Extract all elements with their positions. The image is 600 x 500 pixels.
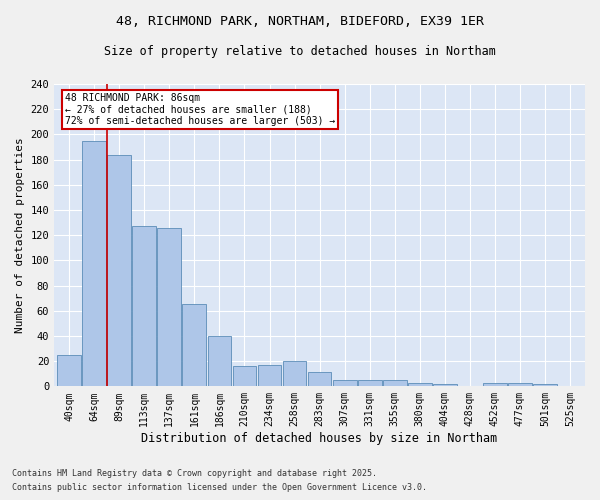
Text: 48, RICHMOND PARK, NORTHAM, BIDEFORD, EX39 1ER: 48, RICHMOND PARK, NORTHAM, BIDEFORD, EX… bbox=[116, 15, 484, 28]
Y-axis label: Number of detached properties: Number of detached properties bbox=[15, 138, 25, 333]
Text: 48 RICHMOND PARK: 86sqm
← 27% of detached houses are smaller (188)
72% of semi-d: 48 RICHMOND PARK: 86sqm ← 27% of detache… bbox=[65, 93, 335, 126]
Bar bbox=[157, 228, 181, 386]
Bar bbox=[433, 384, 457, 386]
Bar bbox=[283, 361, 307, 386]
Bar bbox=[82, 140, 106, 386]
Bar bbox=[483, 382, 507, 386]
Bar bbox=[107, 154, 131, 386]
Bar bbox=[383, 380, 407, 386]
Text: Contains HM Land Registry data © Crown copyright and database right 2025.: Contains HM Land Registry data © Crown c… bbox=[12, 468, 377, 477]
Bar bbox=[208, 336, 232, 386]
Bar bbox=[358, 380, 382, 386]
Text: Contains public sector information licensed under the Open Government Licence v3: Contains public sector information licen… bbox=[12, 484, 427, 492]
Bar bbox=[308, 372, 331, 386]
Text: Size of property relative to detached houses in Northam: Size of property relative to detached ho… bbox=[104, 45, 496, 58]
Bar bbox=[57, 355, 81, 386]
Bar bbox=[533, 384, 557, 386]
Bar bbox=[233, 366, 256, 386]
Bar bbox=[133, 226, 156, 386]
Bar bbox=[257, 365, 281, 386]
Bar bbox=[508, 382, 532, 386]
X-axis label: Distribution of detached houses by size in Northam: Distribution of detached houses by size … bbox=[142, 432, 498, 445]
Bar bbox=[182, 304, 206, 386]
Bar bbox=[408, 382, 431, 386]
Bar bbox=[333, 380, 356, 386]
